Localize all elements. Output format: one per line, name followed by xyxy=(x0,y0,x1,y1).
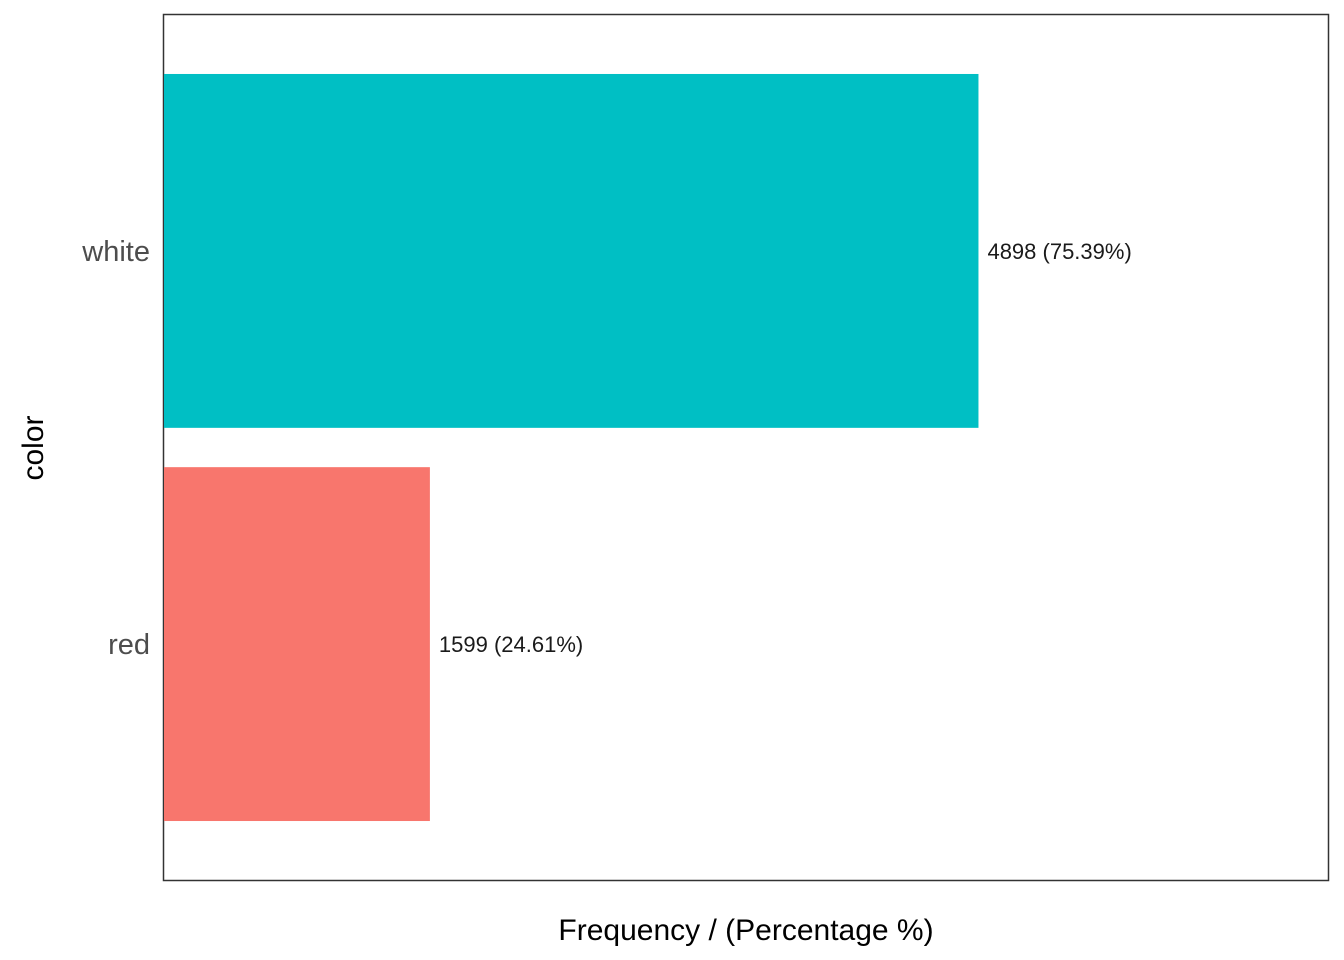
bar-red xyxy=(164,467,430,822)
x-axis-title: Frequency / (Percentage %) xyxy=(558,914,933,947)
y-tick-label-red: red xyxy=(108,629,150,661)
y-tick-labels: red white xyxy=(81,236,150,661)
data-label-white: 4898 (75.39%) xyxy=(987,239,1131,264)
data-labels: 1599 (24.61%) 4898 (75.39%) xyxy=(439,239,1132,657)
y-axis-title: color xyxy=(17,415,50,480)
data-label-red: 1599 (24.61%) xyxy=(439,632,583,657)
y-tick-label-white: white xyxy=(81,236,150,268)
bar-white xyxy=(164,73,979,428)
bars-group xyxy=(164,73,979,822)
